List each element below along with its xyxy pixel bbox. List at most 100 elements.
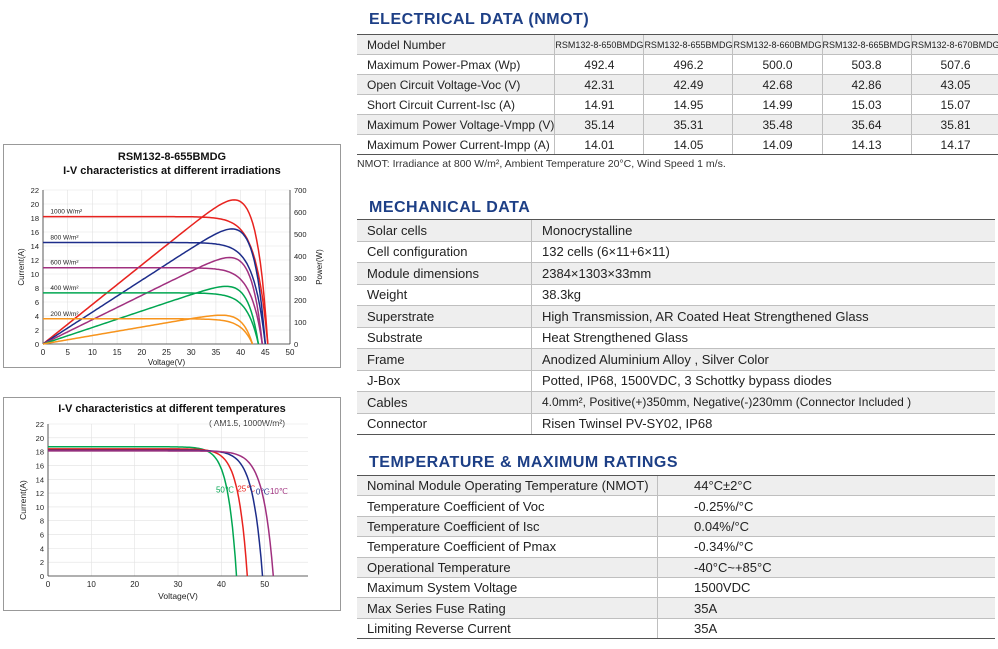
- value-cell: 132 cells (6×11+6×11): [531, 240, 995, 263]
- series-label: 200 W/m²: [50, 311, 79, 318]
- y-tick-label: 20: [31, 200, 39, 209]
- value-cell: 43.05: [910, 74, 998, 95]
- model-header-cell: RSM132-8-670BMDG: [910, 34, 998, 55]
- y-tick-label: 12: [31, 256, 39, 265]
- x-tick-label: 0: [41, 348, 46, 357]
- value-cell: -0.34%/°C: [657, 536, 995, 558]
- y2-tick-label: 100: [294, 318, 307, 327]
- table-row: Solar cells Monocrystalline: [357, 219, 995, 241]
- y-tick-label: 2: [35, 326, 39, 335]
- value-cell: -40°C~+85°C: [657, 556, 995, 578]
- row-label: Maximum Power-Pmax (Wp): [357, 54, 555, 75]
- power-curve-2: [42, 256, 264, 345]
- table-row: Superstrate High Transmission, AR Coated …: [357, 305, 995, 327]
- power-curve-4: [42, 314, 254, 345]
- value-cell: 42.31: [554, 74, 644, 95]
- row-label: Operational Temperature: [357, 556, 658, 578]
- x-tick-label: 0: [46, 580, 51, 589]
- y-tick-label: 14: [36, 475, 44, 484]
- iv-curve-1: [43, 241, 267, 345]
- series-label: -10℃: [267, 487, 288, 496]
- row-label: Solar cells: [357, 219, 532, 241]
- chart-subtitle: I-V characteristics at different irradia…: [63, 165, 281, 177]
- y-tick-label: 20: [36, 434, 44, 443]
- value-cell: 35.14: [554, 114, 644, 135]
- chart-title: RSM132-8-655BMDG: [117, 151, 227, 163]
- iv-curve-0: [43, 215, 269, 345]
- model-header-cell: RSM132-8-665BMDG: [821, 34, 912, 55]
- value-cell: 35A: [657, 597, 995, 619]
- irradiance-chart-panel: RSM132-8-655BMDG I-V characteristics at …: [3, 144, 341, 368]
- value-cell: 2384×1303×33mm: [531, 262, 995, 284]
- value-cell: 14.95: [643, 94, 733, 115]
- y-tick-label: 2: [40, 558, 44, 567]
- temperature-ratings-table: Nominal Module Operating Temperature (NM…: [357, 474, 995, 640]
- x-tick-label: 10: [87, 580, 96, 589]
- y-tick-label: 18: [31, 214, 39, 223]
- temperature-iv-chart: 0 10 20 30 40 50 0 2 4 6 8 10 12 14 16 18 20 22 Voltage(V)…: [18, 420, 308, 601]
- table-row: Short Circuit Current-Isc (A) 14.91 14.9…: [357, 94, 998, 115]
- temperature-ratings-title: TEMPERATURE & MAXIMUM RATINGS: [369, 454, 679, 471]
- model-header-cell: RSM132-8-655BMDG: [643, 34, 733, 55]
- y-tick-label: 16: [31, 228, 39, 237]
- y2-tick-label: 0: [294, 340, 298, 349]
- table-row: Substrate Heat Strengthened Glass: [357, 326, 995, 349]
- table-row: Temperature Coefficient of Pmax -0.34%/°C: [357, 536, 995, 558]
- row-label: Maximum System Voltage: [357, 576, 658, 598]
- series-label: 400 W/m²: [50, 285, 79, 292]
- y2-tick-label: 200: [294, 296, 307, 305]
- row-label: Maximum Power Voltage-Vmpp (V): [357, 114, 555, 135]
- series-label: 25℃: [237, 485, 255, 494]
- value-cell: Risen Twinsel PV-SY02, IP68: [531, 412, 995, 435]
- row-label: J-Box: [357, 369, 532, 392]
- y2-tick-label: 300: [294, 274, 307, 283]
- x-axis-label: Voltage(V): [158, 591, 198, 601]
- temperature-chart-panel: I-V characteristics at different tempera…: [3, 397, 341, 611]
- y-tick-label: 6: [40, 531, 44, 540]
- value-cell: Heat Strengthened Glass: [531, 326, 995, 349]
- row-label: Cables: [357, 391, 532, 413]
- value-cell: 42.68: [732, 74, 822, 95]
- x-tick-label: 20: [130, 580, 139, 589]
- electrical-data-title: ELECTRICAL DATA (NMOT): [369, 11, 590, 28]
- value-cell: 14.99: [732, 94, 822, 115]
- value-cell: 496.2: [643, 54, 733, 75]
- table-row: J-Box Potted, IP68, 1500VDC, 3 Schottky b…: [357, 369, 995, 392]
- power-curve-0: [42, 199, 269, 345]
- y-tick-label: 6: [35, 298, 39, 307]
- y-tick-label: 18: [36, 448, 44, 457]
- y2-tick-label: 700: [294, 186, 307, 195]
- value-cell: 38.3kg: [531, 283, 995, 306]
- header-cell: Model Number: [357, 34, 555, 55]
- y-tick-label: 22: [36, 420, 44, 429]
- row-label: Frame: [357, 348, 532, 370]
- y2-tick-label: 400: [294, 252, 307, 261]
- table-row: Weight 38.3kg: [357, 283, 995, 306]
- value-cell: 42.49: [643, 74, 733, 95]
- table-row: Nominal Module Operating Temperature (NM…: [357, 474, 995, 496]
- value-cell: 1500VDC: [657, 576, 995, 598]
- y-tick-label: 4: [40, 544, 44, 553]
- value-cell: Monocrystalline: [531, 219, 995, 241]
- value-cell: 35.31: [643, 114, 733, 135]
- row-label: Temperature Coefficient of Pmax: [357, 536, 658, 558]
- value-cell: 492.4: [554, 54, 644, 75]
- value-cell: 14.91: [554, 94, 644, 115]
- y-tick-label: 0: [40, 572, 44, 581]
- row-label: Open Circuit Voltage-Voc (V): [357, 74, 555, 95]
- table-row: Frame Anodized Aluminium Alloy , Silver C…: [357, 348, 995, 370]
- value-cell: 507.6: [910, 54, 998, 75]
- iv-curve-3: [48, 450, 275, 577]
- y-tick-label: 16: [36, 461, 44, 470]
- y-axis-label: Current(A): [18, 480, 28, 520]
- y-tick-label: 22: [31, 186, 39, 195]
- x-tick-label: 15: [113, 348, 122, 357]
- y-tick-label: 8: [40, 517, 44, 526]
- mechanical-data-table: Solar cells Monocrystalline Cell configur…: [357, 219, 995, 435]
- value-cell: 35.81: [910, 114, 998, 135]
- table-row: Maximum Power Current-Impp (A) 14.01 14.…: [357, 134, 998, 155]
- x-tick-label: 35: [211, 348, 220, 357]
- value-cell: 0.04%/°C: [657, 515, 995, 537]
- table-row: Module dimensions 2384×1303×33mm: [357, 262, 995, 284]
- table-row: Connector Risen Twinsel PV-SY02, IP68: [357, 412, 995, 435]
